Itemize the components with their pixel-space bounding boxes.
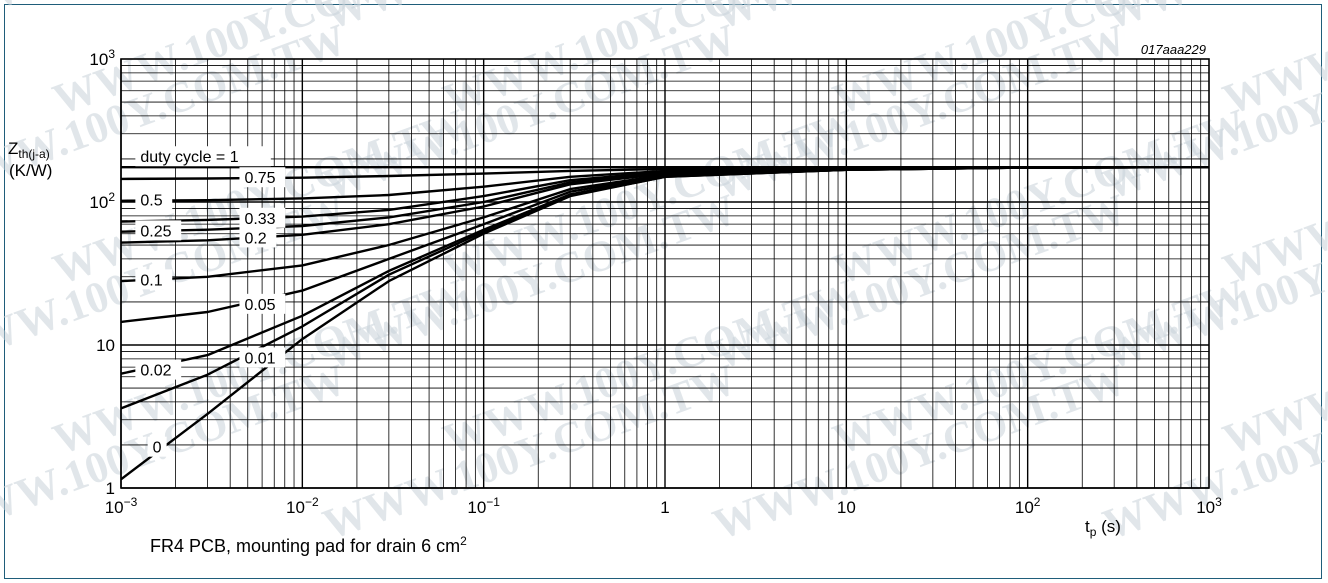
y-axis-label: Zth(j-a) — [8, 139, 50, 161]
x-axis-label-sub: p — [1090, 525, 1097, 539]
y-tick-label-2: 102 — [89, 190, 115, 212]
x-tick-exponent: 3 — [1215, 495, 1222, 509]
x-axis-label-main: t — [1085, 517, 1090, 536]
curve-label-bg-1 — [239, 167, 286, 188]
curve-label-3: 0.33 — [244, 211, 275, 228]
caption-superscript: 2 — [460, 534, 467, 548]
curve-label-bg-4 — [135, 220, 182, 241]
y-tick-label-1: 10 — [96, 336, 115, 355]
figure-id-label: 017aaa229 — [1141, 42, 1206, 57]
x-tick-base: 10 — [105, 498, 124, 517]
curve-label-0: duty cycle = 1 — [140, 149, 238, 166]
curve-label-5: 0.2 — [244, 230, 266, 247]
watermark-layer: WWW.100Y.COM.TWWWW.100Y.COM.TWWWW.100Y.C… — [0, 0, 1328, 549]
x-tick-exponent: −2 — [305, 495, 319, 509]
y-tick-base: 10 — [89, 50, 108, 69]
x-tick-label-1: 10−2 — [286, 495, 319, 517]
curve-label-bg-9 — [239, 347, 286, 368]
figure-frame — [4, 4, 1322, 579]
curve-label-6: 0.1 — [140, 272, 162, 289]
chart-grid — [120, 58, 1210, 489]
y-axis-label-sub: th(j-a) — [18, 147, 49, 161]
curve-label-bg-5 — [239, 227, 277, 248]
y-tick-base: 10 — [89, 193, 108, 212]
x-tick-exponent: −1 — [486, 495, 500, 509]
curve-label-8: 0.02 — [140, 363, 171, 380]
curve-label-bg-3 — [239, 207, 286, 228]
y-tick-label-3: 103 — [89, 47, 115, 69]
x-tick-label-2: 10−1 — [467, 495, 500, 517]
x-tick-base: 1 — [660, 498, 669, 517]
y-tick-exponent: 3 — [108, 47, 115, 61]
x-tick-base: 10 — [1196, 498, 1215, 517]
y-tick-base: 1 — [106, 479, 115, 498]
caption-text: FR4 PCB, mounting pad for drain 6 cm — [150, 536, 461, 556]
x-tick-label-4: 10 — [837, 498, 856, 517]
curve-label-9: 0.01 — [244, 350, 275, 367]
x-tick-label-5: 102 — [1015, 495, 1041, 517]
curve-label-bg-8 — [135, 359, 182, 380]
curve-label-bg-7 — [239, 293, 286, 314]
watermark-text: WWW.100Y.COM.TW — [1097, 354, 1328, 549]
chart-curve-labels: duty cycle = 1 0.75 0.5 0.33 0.25 0.2 0.1 0.05 0… — [135, 146, 286, 457]
y-axis-unit: (K/W) — [9, 161, 52, 180]
y-tick-base: 10 — [96, 336, 115, 355]
x-tick-label-3: 1 — [660, 498, 669, 517]
chart-caption: FR4 PCB, mounting pad for drain 6 cm2 — [150, 534, 467, 557]
curve-label-7: 0.05 — [244, 297, 275, 314]
curve-label-bg-2 — [135, 189, 173, 210]
x-tick-exponent: 2 — [1034, 495, 1041, 509]
x-tick-label-0: 10−3 — [105, 495, 138, 517]
x-axis-label: tp (s) — [1085, 517, 1121, 539]
curve-label-10: 0 — [153, 440, 162, 457]
x-tick-base: 10 — [837, 498, 856, 517]
curve-label-bg-6 — [135, 269, 173, 290]
x-tick-base: 10 — [1015, 498, 1034, 517]
x-axis-label-unit: (s) — [1096, 517, 1121, 536]
x-tick-exponent: −3 — [124, 495, 138, 509]
y-tick-exponent: 2 — [108, 190, 115, 204]
curve-label-2: 0.5 — [140, 193, 162, 210]
x-tick-base: 10 — [467, 498, 486, 517]
x-tick-label-6: 103 — [1196, 495, 1222, 517]
curve-label-bg-0 — [135, 146, 271, 167]
curve-label-1: 0.75 — [244, 170, 275, 187]
curve-label-4: 0.25 — [140, 223, 171, 240]
curve-label-bg-10 — [147, 436, 167, 457]
y-tick-label-0: 1 — [106, 479, 115, 498]
y-axis-label-main: Z — [8, 139, 18, 158]
x-tick-base: 10 — [286, 498, 305, 517]
series-line-10 — [120, 166, 1210, 481]
plot-area-border — [120, 58, 1210, 489]
